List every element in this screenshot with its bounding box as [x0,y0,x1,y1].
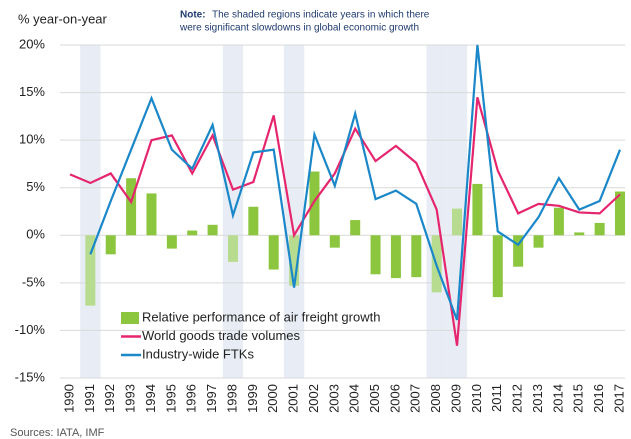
bar [533,235,544,248]
bar [105,235,116,255]
shaded-period [283,45,305,378]
bar [309,171,320,236]
x-tick-label: 1993 [123,384,138,413]
y-axis-label: % year-on-year [18,11,108,26]
x-tick-label: 1997 [204,384,219,413]
x-tick-label: 2008 [428,384,443,413]
note-line: The shaded regions indicate years in whi… [212,10,430,21]
note-label: Note: [180,10,206,21]
x-tick-label: 2007 [408,384,423,413]
x-tick-label: 1990 [61,384,76,413]
y-tick-label: -10% [15,322,46,337]
x-tick-label: 1995 [163,384,178,413]
x-tick-label: 2013 [530,384,545,413]
legend-swatch [121,312,139,324]
bar [146,193,157,236]
x-tick-label: 2010 [469,384,484,413]
bar [411,235,422,278]
x-tick-label: 2014 [550,384,565,413]
bar [574,232,585,236]
bar [85,235,96,306]
bar [472,183,483,236]
x-tick-label: 1992 [102,384,117,413]
x-tick-label: 1994 [143,384,158,413]
y-tick-label: -5% [22,274,46,289]
bar [187,230,198,236]
x-tick-label: 2006 [387,384,402,413]
bar [553,207,564,236]
y-tick-label: 0% [26,227,45,242]
source: Sources: IATA, IMF [10,427,105,439]
bar [166,235,177,249]
bar [289,235,300,286]
bar [594,222,605,236]
x-tick-label: 1991 [82,384,97,413]
note-line: were significant slowdowns in global eco… [179,23,419,34]
x-tick-label: 2016 [591,384,606,413]
x-tick-label: 1999 [245,384,260,413]
bar [370,235,381,275]
x-tick-label: 2017 [611,384,626,413]
x-tick-label: 2001 [286,384,301,413]
x-tick-label: 2005 [367,384,382,413]
bar [126,178,137,236]
bar [268,235,279,270]
legend-label: World goods trade volumes [142,328,301,343]
x-tick-label: 1998 [224,384,239,413]
bar [207,224,218,236]
x-tick-label: 2004 [347,384,362,413]
bar [350,220,361,236]
bar [329,235,340,248]
y-tick-label: 5% [26,179,45,194]
bar [452,208,463,236]
y-tick-label: -15% [15,369,46,384]
bar [615,191,625,236]
x-tick-label: 2000 [265,384,280,413]
x-tick-label: 2011 [489,384,504,412]
legend-label: Industry-wide FTKs [142,346,254,361]
x-tick-label: 2009 [448,384,463,413]
x-tick-label: 2012 [510,384,525,413]
bar [227,235,238,262]
line [89,44,622,321]
y-tick-label: 15% [19,84,45,99]
x-tick-label: 2003 [326,384,341,413]
bar [390,235,401,279]
y-tick-label: 10% [19,132,45,147]
y-tick-label: 20% [19,36,45,51]
x-tick-label: 2015 [571,384,586,413]
legend-label: Relative performance of air freight grow… [142,309,380,324]
shaded-period [80,45,101,378]
bar [513,235,524,267]
x-tick-label: 2002 [306,384,321,413]
bar [248,206,259,236]
bar [492,235,503,298]
x-tick-label: 1996 [184,384,199,413]
